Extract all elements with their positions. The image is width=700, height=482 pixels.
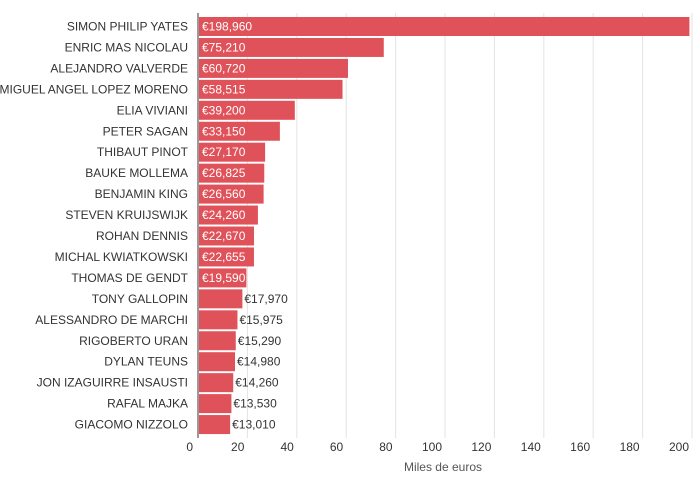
bar-value-label: €60,720 xyxy=(202,61,246,75)
x-tick-label: 20 xyxy=(231,440,245,454)
category-label: MIGUEL ANGEL LOPEZ MORENO xyxy=(0,82,188,96)
category-label: BAUKE MOLLEMA xyxy=(85,166,188,180)
bar xyxy=(199,331,236,351)
category-label: ROHAN DENNIS xyxy=(96,229,188,243)
bar xyxy=(199,226,254,246)
bar-value-label: €15,975 xyxy=(239,313,283,327)
bar xyxy=(199,58,348,78)
x-tick-label: 0 xyxy=(186,440,193,454)
bar-value-label: €13,010 xyxy=(232,418,276,432)
bar-value-label: €26,825 xyxy=(202,166,246,180)
category-label: ELIA VIVIANI xyxy=(117,103,188,117)
bar xyxy=(199,142,266,162)
bar xyxy=(199,373,234,393)
x-tick-label: 80 xyxy=(379,440,393,454)
bar xyxy=(199,17,690,36)
bar xyxy=(199,79,343,99)
bar-value-label: €17,970 xyxy=(244,292,288,306)
x-tick-label: 40 xyxy=(280,440,294,454)
bar xyxy=(199,37,384,57)
bar-value-label: €39,200 xyxy=(202,103,246,117)
bar xyxy=(199,205,258,225)
x-tick-label: 60 xyxy=(330,440,344,454)
category-label: RIGOBERTO URAN xyxy=(79,334,188,348)
category-label: ALEJANDRO VALVERDE xyxy=(50,61,188,75)
bar-value-label: €198,960 xyxy=(202,20,252,34)
category-label: THOMAS DE GENDT xyxy=(71,271,188,285)
bar xyxy=(199,163,265,183)
category-label: TONY GALLOPIN xyxy=(92,292,188,306)
bar-value-label: €19,590 xyxy=(202,271,246,285)
bar xyxy=(199,352,236,372)
category-label: ENRIC MAS NICOLAU xyxy=(65,40,188,54)
bar-value-label: €14,980 xyxy=(237,355,281,369)
bar-value-label: €26,560 xyxy=(202,187,246,201)
category-label: MICHAL KWIATKOWSKI xyxy=(55,250,188,264)
category-label: THIBAUT PINOT xyxy=(97,145,189,159)
x-axis-title: Miles de euros xyxy=(404,460,482,474)
x-tick-label: 180 xyxy=(620,440,640,454)
bar-value-label: €58,515 xyxy=(202,82,246,96)
bars xyxy=(199,17,690,435)
bar xyxy=(199,310,238,330)
category-label: JON IZAGUIRRE INSAUSTI xyxy=(37,376,188,390)
bar-value-label: €24,260 xyxy=(202,208,246,222)
bar xyxy=(199,268,247,288)
category-label: SIMON PHILIP YATES xyxy=(67,20,188,34)
bar xyxy=(199,289,243,309)
x-axis-ticks: 0 20 40 60 80 100 120 140 160 180 200 xyxy=(186,440,689,454)
bar xyxy=(199,100,295,120)
bar xyxy=(199,184,264,204)
category-label: PETER SAGAN xyxy=(103,124,188,138)
x-tick-label: 200 xyxy=(669,440,689,454)
category-label: ALESSANDRO DE MARCHI xyxy=(35,313,188,327)
category-label: STEVEN KRUIJSWIJK xyxy=(65,208,188,222)
category-labels: SIMON PHILIP YATES €198,960 ENRIC MAS NICO… xyxy=(0,20,288,432)
bar xyxy=(199,415,231,435)
x-tick-label: 140 xyxy=(521,440,541,454)
x-tick-label: 100 xyxy=(422,440,442,454)
bar xyxy=(199,247,254,267)
bar-value-label: €15,290 xyxy=(238,334,282,348)
bar-value-label: €14,260 xyxy=(235,376,279,390)
bar-value-label: €33,150 xyxy=(202,124,246,138)
bar xyxy=(199,394,232,414)
category-label: GIACOMO NIZZOLO xyxy=(75,418,188,432)
category-label: RAFAL MAJKA xyxy=(107,397,188,411)
bar-value-label: €22,670 xyxy=(202,229,246,243)
bar-value-label: €13,530 xyxy=(233,397,277,411)
bar-value-label: €27,170 xyxy=(202,145,246,159)
bar-value-label: €75,210 xyxy=(202,40,246,54)
x-tick-label: 160 xyxy=(570,440,590,454)
bar xyxy=(199,121,280,141)
category-label: DYLAN TEUNS xyxy=(104,355,188,369)
x-tick-label: 120 xyxy=(471,440,491,454)
bar-value-label: €22,655 xyxy=(202,250,246,264)
category-label: BENJAMIN KING xyxy=(95,187,188,201)
